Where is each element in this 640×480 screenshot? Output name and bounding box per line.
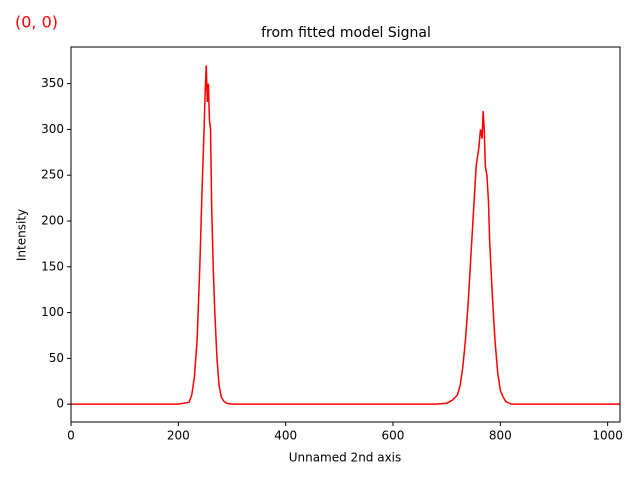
- y-tick-label: 0: [56, 397, 64, 411]
- y-tick-label: 200: [41, 213, 64, 227]
- y-tick-label: 50: [49, 351, 64, 365]
- y-tick-label: 300: [41, 122, 64, 136]
- x-tick-label: 600: [382, 429, 405, 443]
- annotation: (0, 0): [15, 13, 58, 32]
- plot-frame: [70, 46, 621, 423]
- x-tick-label: 400: [274, 429, 297, 443]
- x-tick-label: 1000: [592, 429, 623, 443]
- data-line: [71, 65, 620, 405]
- y-tick-label: 100: [41, 305, 64, 319]
- chart-title: from fitted model Signal: [261, 25, 431, 41]
- y-tick-label: 350: [41, 76, 64, 90]
- x-axis-label: Unnamed 2nd axis: [289, 451, 402, 465]
- x-tick-label: 200: [167, 429, 190, 443]
- y-tick-label: 250: [41, 168, 64, 182]
- x-tick-label: 800: [489, 429, 512, 443]
- x-tick-label: 0: [67, 429, 75, 443]
- y-tick-label: 150: [41, 259, 64, 273]
- y-axis-label: Intensity: [15, 209, 29, 261]
